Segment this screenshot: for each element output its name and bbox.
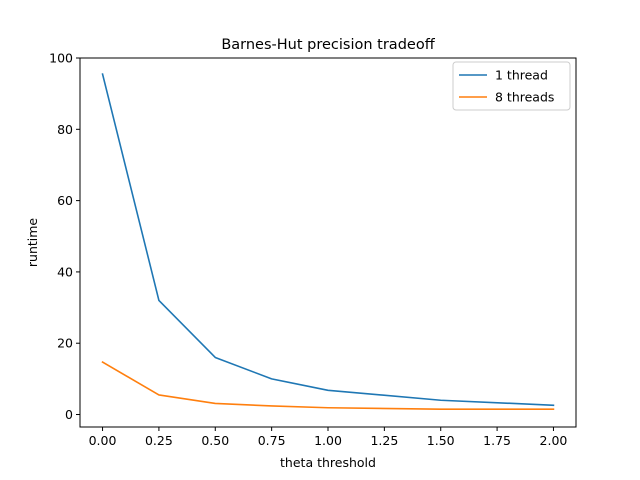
series-line-1 <box>101 73 555 407</box>
x-axis-label: theta threshold <box>280 455 376 470</box>
chart-title: Barnes-Hut precision tradeoff <box>221 37 435 53</box>
legend-label: 1 thread <box>495 68 548 83</box>
legend-label: 8 threads <box>495 90 554 105</box>
y-tick-label: 80 <box>57 122 73 137</box>
x-tick-label: 2.00 <box>540 433 568 448</box>
x-tick-label: 1.75 <box>483 433 511 448</box>
y-axis-label: runtime <box>25 218 40 268</box>
x-axis: 0.00 0.25 0.50 0.75 1.00 1.25 1.50 1.75 2.00 <box>89 427 568 448</box>
x-tick-label: 0.75 <box>258 433 286 448</box>
plot-area-frame <box>79 57 577 428</box>
x-tick-label: 1.25 <box>370 433 398 448</box>
y-tick-label: 40 <box>57 264 73 279</box>
x-tick-label: 1.00 <box>314 433 342 448</box>
legend: 1 thread 8 threads <box>452 61 571 111</box>
y-tick-label: 20 <box>57 336 73 351</box>
series-layer <box>101 73 555 410</box>
y-tick-label: 100 <box>49 51 73 66</box>
x-tick-label: 0.50 <box>201 433 229 448</box>
y-tick-label: 0 <box>65 407 73 422</box>
y-tick-label: 60 <box>57 193 73 208</box>
legend-box <box>452 61 571 111</box>
x-tick-label: 0.00 <box>89 433 117 448</box>
y-axis: 0 20 40 60 80 100 <box>49 51 80 422</box>
series-line-2 <box>101 361 555 410</box>
x-tick-label: 0.25 <box>145 433 173 448</box>
x-tick-label: 1.50 <box>427 433 455 448</box>
